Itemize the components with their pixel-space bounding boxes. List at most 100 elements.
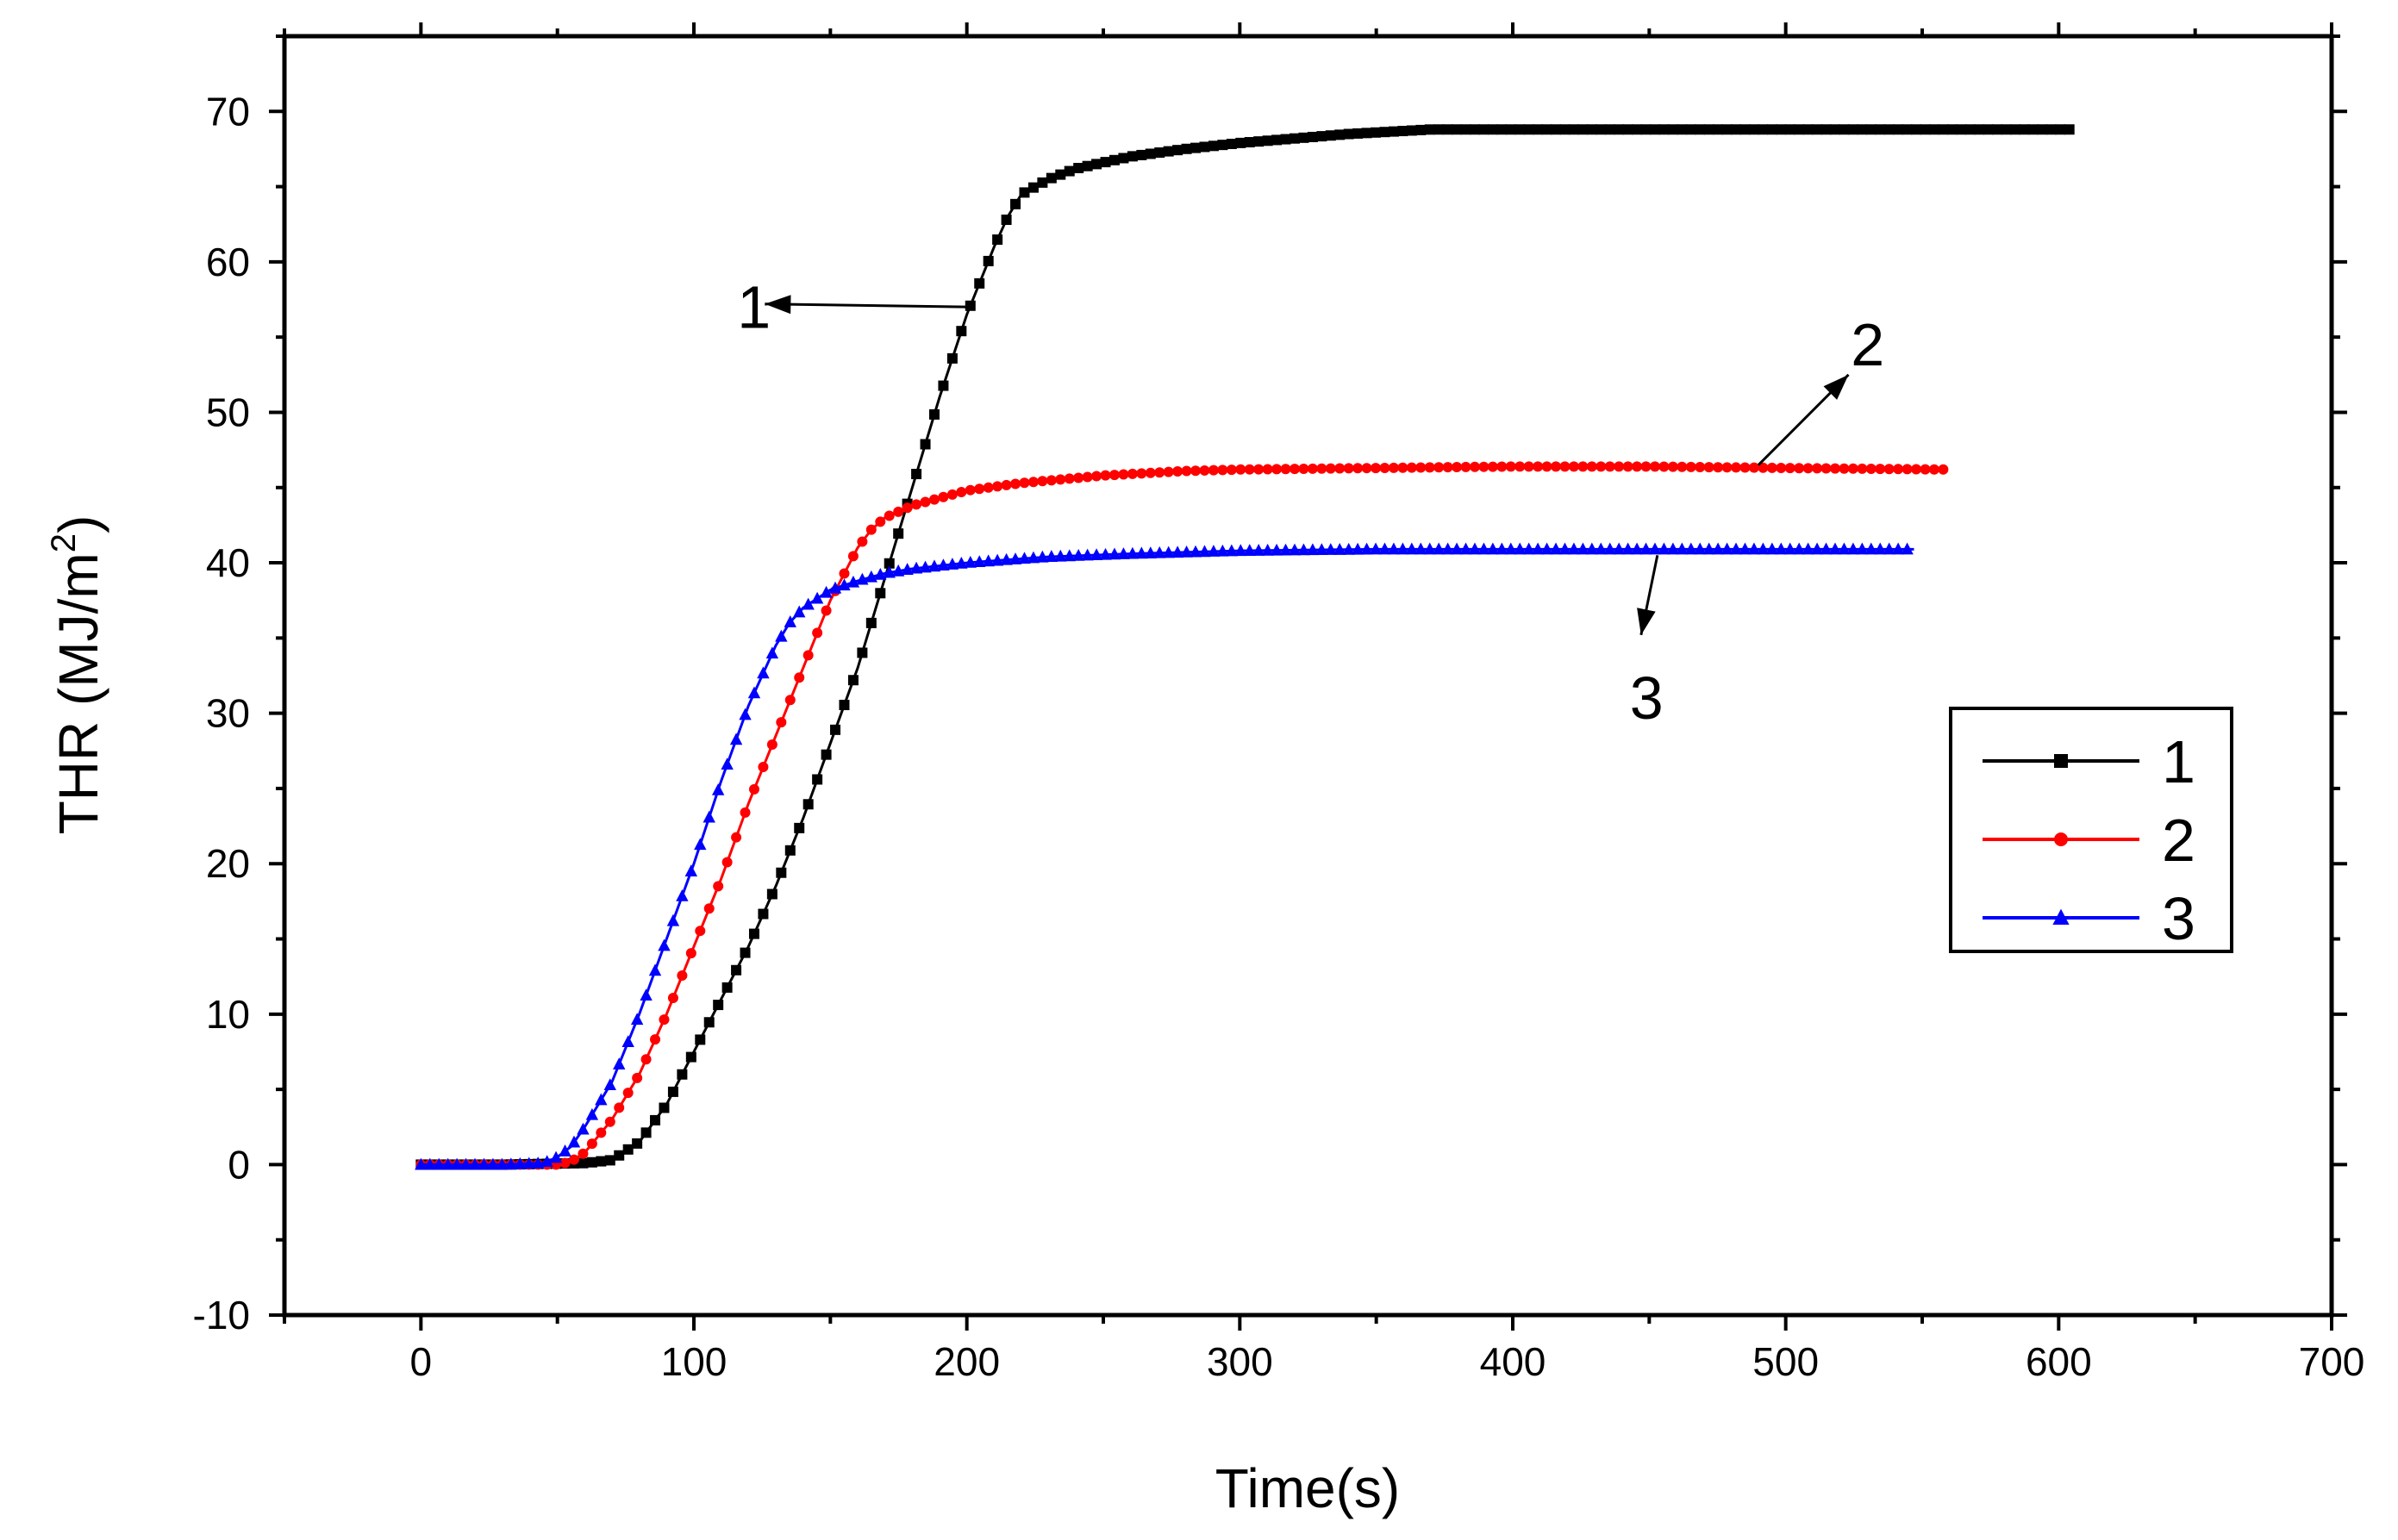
series-3-point [883, 565, 896, 578]
series-3-point [765, 646, 779, 659]
series-2-point [1514, 461, 1526, 472]
legend-swatch-marker [2052, 908, 2070, 925]
series-1-point [1776, 124, 1787, 135]
series-1-point [1298, 132, 1309, 143]
series-3-point [423, 1157, 436, 1170]
series-2-point [1695, 461, 1706, 472]
series-1-point [1721, 124, 1733, 135]
series-3-point [982, 554, 995, 567]
series-2-point [1271, 464, 1283, 475]
series-3-point [1324, 543, 1337, 555]
series-1-point [1911, 124, 1922, 135]
series-2-point [1316, 463, 1327, 474]
series-1-point [983, 255, 994, 266]
series-1-point [1820, 124, 1832, 135]
series-3-point [1180, 545, 1193, 558]
y-axis-title-superscript: 2 [45, 533, 83, 552]
series-2-point [983, 482, 994, 493]
series-3-point [1694, 542, 1707, 555]
series-1-point [604, 1155, 615, 1166]
series-1-point [1496, 124, 1508, 135]
series-1-point [1010, 198, 1021, 209]
series-1-point [1244, 137, 1255, 148]
series-1-point [1001, 214, 1012, 225]
series-2-point [640, 1054, 652, 1065]
series-2-point [1685, 461, 1696, 472]
series-1-point [1695, 124, 1706, 135]
plot-frame [282, 34, 2334, 1318]
series-1-point [1027, 182, 1039, 193]
series-2-point [812, 627, 823, 639]
series-3-point [802, 597, 815, 610]
series-3-point [901, 563, 914, 575]
series-2-point [1766, 462, 1777, 473]
series-1-point [1226, 139, 1237, 150]
series-2-point [1758, 462, 1769, 473]
series-1-point [1019, 187, 1030, 198]
series-2-point [1244, 464, 1255, 475]
series-1-point [1199, 141, 1210, 153]
series-2-point [1812, 463, 1823, 474]
series-2-point [1307, 463, 1318, 474]
series-1-point [1424, 124, 1435, 135]
series-2-point [1027, 477, 1039, 488]
series-1-point [1100, 157, 1111, 168]
series-1-point [578, 1157, 589, 1169]
series-2-point [1235, 464, 1246, 475]
series-1-point [1145, 148, 1156, 159]
series-3-point [1828, 542, 1842, 555]
legend-item-1: 1 [1983, 728, 2195, 795]
series-1-point [865, 617, 877, 628]
series-3-point [1630, 542, 1644, 555]
series-3-point [486, 1157, 500, 1170]
series-2-point [1127, 468, 1138, 479]
series-3 [415, 542, 1914, 1170]
series-3-point [1856, 542, 1869, 555]
y-axis-title-close: ) [47, 515, 109, 533]
y-axis-title-main: THR (MJ/m [47, 552, 109, 834]
series-3-point [1243, 544, 1256, 556]
series-1-point [748, 928, 759, 939]
series-2-point [1902, 464, 1913, 475]
series-2-point [1010, 478, 1021, 489]
series-2-point [1361, 463, 1372, 474]
series-1-point [1037, 177, 1048, 188]
series-2-point [1136, 468, 1147, 479]
series-3-point [973, 555, 986, 567]
series-1-point [1271, 134, 1283, 146]
series-3-point [522, 1157, 535, 1169]
series-1-point [1568, 124, 1579, 135]
series-3-point [1071, 549, 1085, 561]
series-2-point [938, 491, 949, 502]
series-3-point [531, 1157, 545, 1169]
series-1-point [1865, 124, 1877, 135]
series-1-point [1964, 124, 1976, 135]
y-tick-label: 70 [206, 89, 250, 134]
series-3-point [703, 810, 715, 823]
series-1-point [766, 888, 777, 900]
series-1-point [911, 469, 922, 480]
series-2-point [1784, 463, 1795, 474]
series-2-point [1505, 461, 1516, 472]
series-1-point [614, 1150, 625, 1161]
series-2-point [1883, 464, 1895, 475]
series-2-point [1181, 465, 1192, 477]
series-1-point [1577, 124, 1589, 135]
series-2-point [604, 1116, 615, 1127]
series-3-point [1045, 550, 1058, 562]
series-1-point [1883, 124, 1895, 135]
series-1-point [1091, 159, 1102, 170]
series-2-point [1190, 465, 1202, 477]
series-3-point [1189, 545, 1202, 558]
series-1-point [2064, 124, 2075, 135]
series-1-point [650, 1114, 661, 1125]
series-2-point [766, 739, 777, 751]
series-2-point [1703, 462, 1714, 473]
series-3-point [1676, 542, 1689, 555]
series-1-point [1812, 124, 1823, 135]
series-3-point [504, 1157, 518, 1170]
series-2-point [568, 1154, 579, 1165]
series-3-point [1090, 548, 1103, 561]
series-2-point [1154, 467, 1165, 478]
series-3-point [729, 733, 743, 745]
